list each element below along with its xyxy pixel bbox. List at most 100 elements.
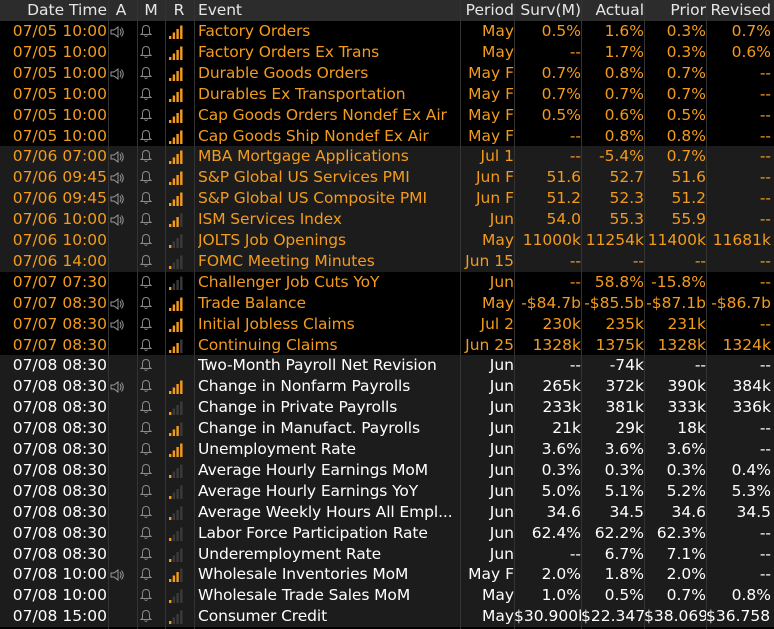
event-name[interactable]: Durable Goods Orders	[198, 63, 369, 82]
bell-icon[interactable]	[140, 63, 162, 84]
table-row[interactable]: 07/06 10:00 JOLTS Job Openings May 11000k 11…	[0, 230, 774, 251]
table-row[interactable]: 07/08 10:00 Wholesale Trade Sales MoM May 1…	[0, 585, 774, 607]
speaker-icon[interactable]	[110, 418, 132, 439]
table-row[interactable]: 07/05 10:00 Durables Ex Transportation May…	[0, 83, 774, 105]
bell-icon[interactable]	[140, 544, 162, 565]
speaker-icon[interactable]	[110, 84, 132, 105]
table-row[interactable]: 07/05 10:00 Durable Goods Orders May F 0.7%…	[0, 62, 774, 84]
table-row[interactable]: 07/08 08:30 Change in Private Payrolls Jun…	[0, 397, 774, 419]
event-name[interactable]: Two-Month Payroll Net Revision	[198, 356, 437, 375]
table-row[interactable]: 07/08 08:30 Change in Nonfarm Payrolls Jun…	[0, 376, 774, 398]
bell-icon[interactable]	[140, 376, 162, 397]
speaker-icon[interactable]	[110, 585, 132, 606]
bell-icon[interactable]	[140, 335, 162, 356]
event-name[interactable]: Cap Goods Orders Nondef Ex Air	[198, 105, 447, 124]
bell-icon[interactable]	[140, 105, 162, 126]
header-survey[interactable]: Surv(M)	[520, 1, 581, 19]
table-row[interactable]: 07/06 10:00 ISM Services Index Jun 54.0 55.3…	[0, 209, 774, 231]
speaker-icon[interactable]	[110, 63, 132, 84]
speaker-icon[interactable]	[110, 21, 132, 42]
event-name[interactable]: FOMC Meeting Minutes	[198, 251, 375, 270]
bell-icon[interactable]	[140, 355, 162, 376]
table-row[interactable]: 07/08 08:30 Average Hourly Earnings YoY Ju…	[0, 480, 774, 502]
speaker-icon[interactable]	[110, 606, 132, 627]
bell-icon[interactable]	[140, 188, 162, 209]
event-name[interactable]: Labor Force Participation Rate	[198, 523, 428, 542]
table-row[interactable]: 07/08 08:30 Underemployment Rate Jun -- 6.7%…	[0, 543, 774, 565]
header-revised[interactable]: Revised	[710, 1, 771, 19]
header-alert[interactable]: A	[115, 1, 127, 19]
bell-icon[interactable]	[140, 585, 162, 606]
table-row[interactable]: 07/07 07:30 Challenger Job Cuts YoY Jun -- 5…	[0, 271, 774, 293]
event-name[interactable]: ISM Services Index	[198, 210, 342, 229]
table-row[interactable]: 07/06 14:00 FOMC Meeting Minutes Jun 15 -- -…	[0, 250, 774, 272]
table-row[interactable]: 07/08 15:00 Consumer Credit May $30.900b $22…	[0, 606, 774, 628]
table-row[interactable]: 07/08 08:30 Average Hourly Earnings MoM Ju…	[0, 459, 774, 481]
event-name[interactable]: Average Hourly Earnings MoM	[198, 460, 429, 479]
header-datetime[interactable]: Date Time	[27, 1, 107, 19]
bell-icon[interactable]	[140, 481, 162, 502]
event-name[interactable]: Challenger Job Cuts YoY	[198, 272, 380, 291]
speaker-icon[interactable]	[110, 564, 132, 585]
speaker-icon[interactable]	[110, 209, 132, 230]
event-name[interactable]: Durables Ex Transportation	[198, 84, 406, 103]
bell-icon[interactable]	[140, 502, 162, 523]
speaker-icon[interactable]	[110, 544, 132, 565]
event-name[interactable]: Initial Jobless Claims	[198, 314, 355, 333]
speaker-icon[interactable]	[110, 523, 132, 544]
event-name[interactable]: Underemployment Rate	[198, 544, 382, 563]
event-name[interactable]: MBA Mortgage Applications	[198, 147, 409, 166]
speaker-icon[interactable]	[110, 167, 132, 188]
event-name[interactable]: Change in Private Payrolls	[198, 398, 398, 417]
speaker-icon[interactable]	[110, 230, 132, 251]
speaker-icon[interactable]	[110, 397, 132, 418]
speaker-icon[interactable]	[110, 105, 132, 126]
bell-icon[interactable]	[140, 84, 162, 105]
bell-icon[interactable]	[140, 314, 162, 335]
table-row[interactable]: 07/08 08:30 Labor Force Participation Rat…	[0, 522, 774, 544]
header-prior[interactable]: Prior	[670, 1, 706, 19]
bell-icon[interactable]	[140, 209, 162, 230]
event-name[interactable]: Change in Manufact. Payrolls	[198, 419, 420, 438]
bell-icon[interactable]	[140, 397, 162, 418]
header-event[interactable]: Event	[198, 1, 242, 19]
table-row[interactable]: 07/08 08:30 Two-Month Payroll Net Revisio…	[0, 355, 774, 377]
bell-icon[interactable]	[140, 606, 162, 627]
event-name[interactable]: Trade Balance	[198, 293, 306, 312]
table-row[interactable]: 07/06 09:45 S&P Global US Composite PMI Ju…	[0, 188, 774, 210]
header-mute[interactable]: M	[144, 1, 158, 19]
bell-icon[interactable]	[140, 146, 162, 167]
bell-icon[interactable]	[140, 418, 162, 439]
table-row[interactable]: 07/07 08:30 Trade Balance May -$84.7b -$85.5…	[0, 292, 774, 314]
speaker-icon[interactable]	[110, 439, 132, 460]
speaker-icon[interactable]	[110, 126, 132, 147]
table-row[interactable]: 07/05 10:00 Factory Orders Ex Trans May -- 1…	[0, 41, 774, 63]
bell-icon[interactable]	[140, 460, 162, 481]
bell-icon[interactable]	[140, 439, 162, 460]
speaker-icon[interactable]	[110, 460, 132, 481]
bell-icon[interactable]	[140, 523, 162, 544]
bell-icon[interactable]	[140, 564, 162, 585]
bell-icon[interactable]	[140, 293, 162, 314]
speaker-icon[interactable]	[110, 251, 132, 272]
header-relevance[interactable]: R	[173, 1, 185, 19]
table-row[interactable]: 07/08 08:30 Average Weekly Hours All Empl…	[0, 501, 774, 523]
speaker-icon[interactable]	[110, 481, 132, 502]
speaker-icon[interactable]	[110, 314, 132, 335]
table-row[interactable]: 07/06 09:45 S&P Global US Services PMI Jun…	[0, 167, 774, 189]
event-name[interactable]: Unemployment Rate	[198, 440, 356, 458]
bell-icon[interactable]	[140, 42, 162, 63]
event-name[interactable]: Wholesale Trade Sales MoM	[198, 586, 411, 605]
speaker-icon[interactable]	[110, 376, 132, 397]
bell-icon[interactable]	[140, 251, 162, 272]
bell-icon[interactable]	[140, 167, 162, 188]
bell-icon[interactable]	[140, 272, 162, 293]
table-row[interactable]: 07/08 08:30 Change in Manufact. Payrolls J…	[0, 418, 774, 440]
event-name[interactable]: Continuing Claims	[198, 335, 338, 354]
speaker-icon[interactable]	[110, 272, 132, 293]
event-name[interactable]: Factory Orders	[198, 22, 311, 40]
table-row[interactable]: 07/05 10:00 Cap Goods Orders Nondef Ex Ai…	[0, 104, 774, 126]
event-name[interactable]: Cap Goods Ship Nondef Ex Air	[198, 126, 429, 145]
event-name[interactable]: Wholesale Inventories MoM	[198, 565, 409, 584]
speaker-icon[interactable]	[110, 335, 132, 356]
